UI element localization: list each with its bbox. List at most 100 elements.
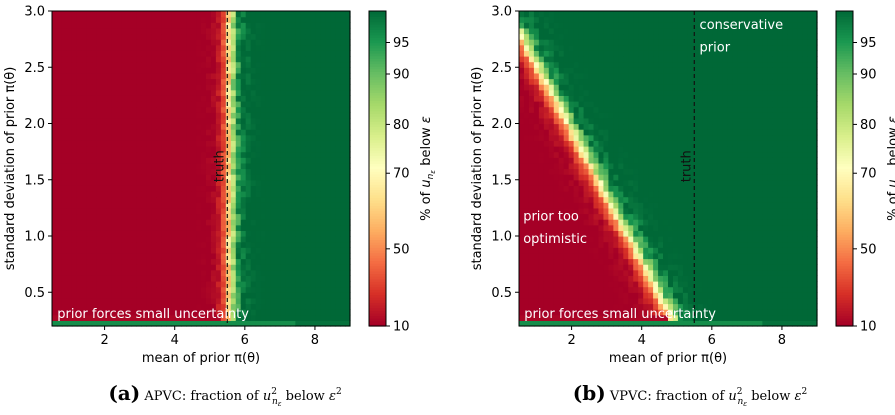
heatmap-cell (231, 225, 237, 231)
heatmap-cell (226, 79, 232, 85)
heatmap-cell (559, 202, 565, 208)
heatmap-cell (678, 214, 684, 220)
heatmap-cell (206, 281, 212, 287)
heatmap-cell (231, 292, 237, 298)
heatmap-cell (122, 230, 128, 236)
heatmap-cell (92, 129, 98, 135)
heatmap-cell (191, 157, 197, 163)
heatmap-cell (141, 287, 147, 293)
heatmap-cell (271, 107, 277, 113)
heatmap-cell (146, 22, 152, 28)
heatmap-cell (534, 191, 540, 197)
heatmap-cell (216, 242, 222, 248)
heatmap-cell (107, 292, 113, 298)
heatmap-cell (201, 219, 207, 225)
heatmap-cell (266, 157, 272, 163)
heatmap-cell (176, 169, 182, 175)
heatmap-cell (777, 304, 783, 310)
heatmap-cell (782, 191, 788, 197)
heatmap-cell (171, 129, 177, 135)
heatmap-cell (772, 197, 778, 203)
heatmap-cell (638, 236, 644, 242)
heatmap-cell (161, 247, 167, 253)
heatmap-cell (131, 163, 137, 169)
heatmap-cell (211, 84, 217, 90)
heatmap-cell (276, 101, 282, 107)
heatmap-cell (673, 270, 679, 276)
heatmap-cell (171, 174, 177, 180)
heatmap-cell (72, 22, 78, 28)
heatmap-cell (186, 281, 192, 287)
heatmap-cell (166, 28, 172, 34)
heatmap-cell (67, 95, 73, 101)
heatmap-cell (82, 17, 88, 23)
heatmap-cell (166, 95, 172, 101)
heatmap-cell (186, 56, 192, 62)
heatmap-cell (300, 259, 306, 265)
heatmap-cell (638, 191, 644, 197)
heatmap-cell (623, 208, 629, 214)
heatmap-cell (87, 270, 93, 276)
heatmap-cell (82, 107, 88, 113)
heatmap-cell (708, 253, 714, 259)
heatmap-cell (216, 56, 222, 62)
heatmap-cell (146, 185, 152, 191)
heatmap-cell (678, 247, 684, 253)
heatmap-cell (276, 17, 282, 23)
heatmap-cell (122, 56, 128, 62)
heatmap-cell (72, 242, 78, 248)
heatmap-cell (295, 146, 301, 152)
heatmap-cell (280, 174, 286, 180)
heatmap-cell (57, 124, 63, 130)
heatmap-cell (231, 230, 237, 236)
heatmap-cell (226, 135, 232, 141)
heatmap-cell (335, 79, 341, 85)
heatmap-cell (186, 174, 192, 180)
heatmap-cell (221, 140, 227, 146)
heatmap-cell (127, 253, 133, 259)
heatmap-cell (151, 298, 157, 304)
heatmap-cell (698, 242, 704, 248)
heatmap-cell (777, 242, 783, 248)
heatmap-cell (77, 135, 83, 141)
heatmap-cell (733, 281, 739, 287)
heatmap-cell (797, 230, 803, 236)
heatmap-cell (236, 259, 242, 265)
heatmap-cell (141, 67, 147, 73)
heatmap-cell (703, 253, 709, 259)
heatmap-cell (713, 208, 719, 214)
heatmap-cell (718, 309, 724, 315)
heatmap-cell (743, 236, 749, 242)
heatmap-cell (310, 236, 316, 242)
heatmap-cell (176, 281, 182, 287)
heatmap-cell (62, 191, 68, 197)
heatmap-cell (320, 270, 326, 276)
heatmap-cell (251, 214, 257, 220)
heatmap-cell (276, 292, 282, 298)
heatmap-cell (136, 112, 142, 118)
heatmap-cell (728, 298, 734, 304)
heatmap-cell (246, 298, 252, 304)
heatmap-cell (251, 197, 257, 203)
heatmap-cell (613, 264, 619, 270)
heatmap-cell (807, 281, 813, 287)
heatmap-cell (256, 17, 262, 23)
heatmap-cell (589, 292, 595, 298)
heatmap-cell (87, 169, 93, 175)
heatmap-cell (261, 95, 267, 101)
heatmap-cell (112, 298, 118, 304)
heatmap-cell (310, 214, 316, 220)
heatmap-cell (72, 270, 78, 276)
heatmap-cell (62, 118, 68, 124)
heatmap-cell (196, 90, 202, 96)
heatmap-cell (290, 174, 296, 180)
heatmap-cell (787, 191, 793, 197)
heatmap-cell (127, 28, 133, 34)
heatmap-cell (519, 197, 525, 203)
heatmap-cell (544, 197, 550, 203)
heatmap-cell (236, 79, 242, 85)
heatmap-cell (72, 124, 78, 130)
heatmap-cell (335, 90, 341, 96)
colorbar-label: % of unε below ε (419, 116, 437, 221)
heatmap-cell (161, 34, 167, 40)
